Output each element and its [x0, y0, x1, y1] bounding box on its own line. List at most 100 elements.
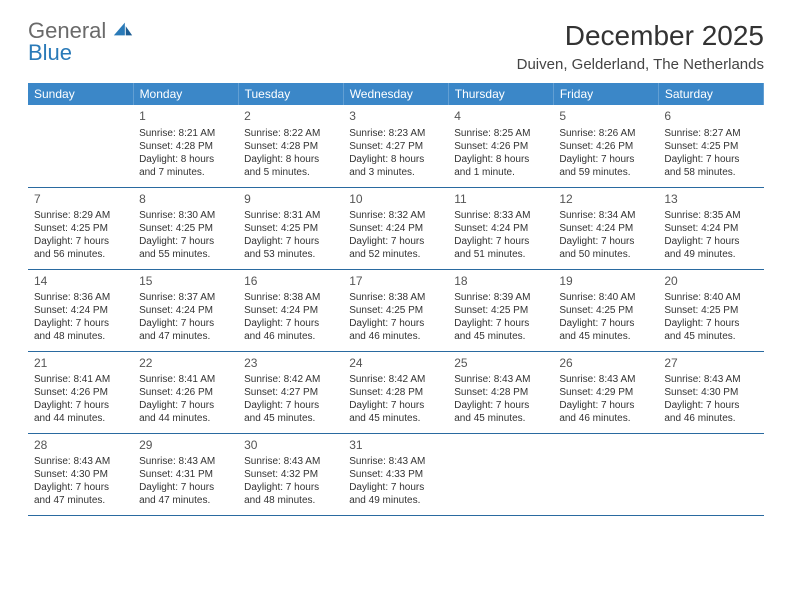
sun-info: Sunrise: 8:37 AMSunset: 4:24 PMDaylight:… — [139, 291, 232, 343]
calendar-cell: 30Sunrise: 8:43 AMSunset: 4:32 PMDayligh… — [238, 433, 343, 515]
day-number: 8 — [139, 192, 232, 208]
sun-info: Sunrise: 8:43 AMSunset: 4:29 PMDaylight:… — [559, 373, 652, 425]
calendar-cell: 20Sunrise: 8:40 AMSunset: 4:25 PMDayligh… — [658, 269, 763, 351]
brand-line2: Blue — [28, 40, 72, 65]
day-number: 29 — [139, 438, 232, 454]
calendar-cell: 24Sunrise: 8:42 AMSunset: 4:28 PMDayligh… — [343, 351, 448, 433]
calendar-cell: 4 Sunrise: 8:25 AMSunset: 4:26 PMDaylight… — [448, 105, 553, 187]
calendar-row: 1 Sunrise: 8:21 AMSunset: 4:28 PMDaylight… — [28, 105, 764, 187]
calendar-cell: 3 Sunrise: 8:23 AMSunset: 4:27 PMDaylight… — [343, 105, 448, 187]
calendar-cell: 6 Sunrise: 8:27 AMSunset: 4:25 PMDaylight… — [658, 105, 763, 187]
day-number: 4 — [454, 109, 547, 125]
sun-info: Sunrise: 8:35 AMSunset: 4:24 PMDaylight:… — [664, 209, 757, 261]
calendar-cell: 9Sunrise: 8:31 AMSunset: 4:25 PMDaylight… — [238, 187, 343, 269]
sun-info: Sunrise: 8:41 AMSunset: 4:26 PMDaylight:… — [34, 373, 127, 425]
calendar-body: 1 Sunrise: 8:21 AMSunset: 4:28 PMDaylight… — [28, 105, 764, 515]
sun-info: Sunrise: 8:22 AMSunset: 4:28 PMDaylight:… — [244, 127, 337, 179]
calendar-cell: 26Sunrise: 8:43 AMSunset: 4:29 PMDayligh… — [553, 351, 658, 433]
day-number: 21 — [34, 356, 127, 372]
day-number: 15 — [139, 274, 232, 290]
sun-info: Sunrise: 8:38 AMSunset: 4:25 PMDaylight:… — [349, 291, 442, 343]
sun-info: Sunrise: 8:23 AMSunset: 4:27 PMDaylight:… — [349, 127, 442, 179]
sun-info: Sunrise: 8:42 AMSunset: 4:27 PMDaylight:… — [244, 373, 337, 425]
sun-info: Sunrise: 8:30 AMSunset: 4:25 PMDaylight:… — [139, 209, 232, 261]
calendar-cell: 12Sunrise: 8:34 AMSunset: 4:24 PMDayligh… — [553, 187, 658, 269]
calendar-cell — [553, 433, 658, 515]
calendar-cell: 21Sunrise: 8:41 AMSunset: 4:26 PMDayligh… — [28, 351, 133, 433]
sun-info: Sunrise: 8:43 AMSunset: 4:32 PMDaylight:… — [244, 455, 337, 507]
day-number: 24 — [349, 356, 442, 372]
day-header: Friday — [553, 83, 658, 105]
day-number: 7 — [34, 192, 127, 208]
brand-logo: General Blue — [28, 20, 134, 64]
day-number: 25 — [454, 356, 547, 372]
calendar-cell: 8Sunrise: 8:30 AMSunset: 4:25 PMDaylight… — [133, 187, 238, 269]
calendar-cell — [658, 433, 763, 515]
calendar-cell: 28Sunrise: 8:43 AMSunset: 4:30 PMDayligh… — [28, 433, 133, 515]
day-number: 6 — [664, 109, 757, 125]
day-number: 23 — [244, 356, 337, 372]
month-title: December 2025 — [517, 20, 764, 52]
calendar-head: SundayMondayTuesdayWednesdayThursdayFrid… — [28, 83, 764, 105]
day-number: 12 — [559, 192, 652, 208]
sun-info: Sunrise: 8:26 AMSunset: 4:26 PMDaylight:… — [559, 127, 652, 179]
sun-info: Sunrise: 8:36 AMSunset: 4:24 PMDaylight:… — [34, 291, 127, 343]
calendar-cell: 16Sunrise: 8:38 AMSunset: 4:24 PMDayligh… — [238, 269, 343, 351]
sun-info: Sunrise: 8:34 AMSunset: 4:24 PMDaylight:… — [559, 209, 652, 261]
sun-info: Sunrise: 8:40 AMSunset: 4:25 PMDaylight:… — [664, 291, 757, 343]
sail-icon — [112, 20, 134, 38]
sun-info: Sunrise: 8:43 AMSunset: 4:30 PMDaylight:… — [34, 455, 127, 507]
day-header: Sunday — [28, 83, 133, 105]
day-number: 2 — [244, 109, 337, 125]
brand-text: General Blue — [28, 20, 134, 64]
day-number: 13 — [664, 192, 757, 208]
calendar-cell — [28, 105, 133, 187]
day-header: Saturday — [658, 83, 763, 105]
sun-info: Sunrise: 8:21 AMSunset: 4:28 PMDaylight:… — [139, 127, 232, 179]
calendar-row: 14Sunrise: 8:36 AMSunset: 4:24 PMDayligh… — [28, 269, 764, 351]
calendar-cell: 18Sunrise: 8:39 AMSunset: 4:25 PMDayligh… — [448, 269, 553, 351]
sun-info: Sunrise: 8:43 AMSunset: 4:28 PMDaylight:… — [454, 373, 547, 425]
location-text: Duiven, Gelderland, The Netherlands — [517, 56, 764, 73]
day-number: 3 — [349, 109, 442, 125]
sun-info: Sunrise: 8:39 AMSunset: 4:25 PMDaylight:… — [454, 291, 547, 343]
day-number: 5 — [559, 109, 652, 125]
sun-info: Sunrise: 8:27 AMSunset: 4:25 PMDaylight:… — [664, 127, 757, 179]
calendar-cell — [448, 433, 553, 515]
day-number: 28 — [34, 438, 127, 454]
sun-info: Sunrise: 8:31 AMSunset: 4:25 PMDaylight:… — [244, 209, 337, 261]
day-header: Monday — [133, 83, 238, 105]
calendar-row: 28Sunrise: 8:43 AMSunset: 4:30 PMDayligh… — [28, 433, 764, 515]
sun-info: Sunrise: 8:38 AMSunset: 4:24 PMDaylight:… — [244, 291, 337, 343]
day-number: 10 — [349, 192, 442, 208]
sun-info: Sunrise: 8:25 AMSunset: 4:26 PMDaylight:… — [454, 127, 547, 179]
day-number: 1 — [139, 109, 232, 125]
sun-info: Sunrise: 8:42 AMSunset: 4:28 PMDaylight:… — [349, 373, 442, 425]
day-header: Wednesday — [343, 83, 448, 105]
calendar-cell: 11Sunrise: 8:33 AMSunset: 4:24 PMDayligh… — [448, 187, 553, 269]
calendar-cell: 15Sunrise: 8:37 AMSunset: 4:24 PMDayligh… — [133, 269, 238, 351]
day-number: 20 — [664, 274, 757, 290]
calendar-row: 7Sunrise: 8:29 AMSunset: 4:25 PMDaylight… — [28, 187, 764, 269]
day-header: Tuesday — [238, 83, 343, 105]
calendar-cell: 7Sunrise: 8:29 AMSunset: 4:25 PMDaylight… — [28, 187, 133, 269]
sun-info: Sunrise: 8:41 AMSunset: 4:26 PMDaylight:… — [139, 373, 232, 425]
sun-info: Sunrise: 8:43 AMSunset: 4:33 PMDaylight:… — [349, 455, 442, 507]
day-number: 17 — [349, 274, 442, 290]
sun-info: Sunrise: 8:43 AMSunset: 4:31 PMDaylight:… — [139, 455, 232, 507]
calendar-cell: 14Sunrise: 8:36 AMSunset: 4:24 PMDayligh… — [28, 269, 133, 351]
day-number: 31 — [349, 438, 442, 454]
sun-info: Sunrise: 8:32 AMSunset: 4:24 PMDaylight:… — [349, 209, 442, 261]
day-number: 27 — [664, 356, 757, 372]
day-number: 19 — [559, 274, 652, 290]
day-number: 16 — [244, 274, 337, 290]
calendar-cell: 13Sunrise: 8:35 AMSunset: 4:24 PMDayligh… — [658, 187, 763, 269]
day-number: 30 — [244, 438, 337, 454]
sun-info: Sunrise: 8:29 AMSunset: 4:25 PMDaylight:… — [34, 209, 127, 261]
calendar-cell: 17Sunrise: 8:38 AMSunset: 4:25 PMDayligh… — [343, 269, 448, 351]
day-number: 26 — [559, 356, 652, 372]
calendar-cell: 19Sunrise: 8:40 AMSunset: 4:25 PMDayligh… — [553, 269, 658, 351]
sun-info: Sunrise: 8:43 AMSunset: 4:30 PMDaylight:… — [664, 373, 757, 425]
calendar-cell: 5 Sunrise: 8:26 AMSunset: 4:26 PMDaylight… — [553, 105, 658, 187]
day-number: 22 — [139, 356, 232, 372]
